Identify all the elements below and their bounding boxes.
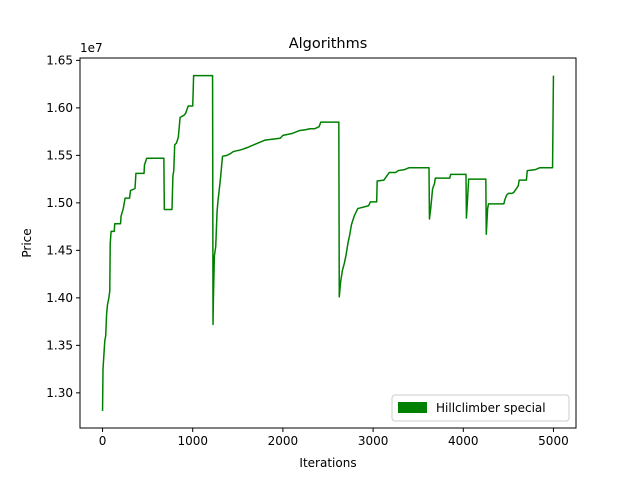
- plot-area: [79, 57, 577, 429]
- x-tick-label: 3000: [358, 434, 389, 448]
- series-line: [101, 74, 555, 411]
- y-tick-label: 1.50: [46, 196, 73, 210]
- chart-title: Algorithms: [289, 36, 368, 52]
- legend: Hillclimber special: [391, 394, 570, 422]
- y-tick-label: 1.45: [46, 243, 73, 257]
- series-layer: [101, 74, 555, 411]
- x-axis: 0 1000 2000 3000 4000 5000: [99, 428, 569, 448]
- y-tick-label: 1.40: [46, 291, 73, 305]
- x-tick-label: 4000: [448, 434, 479, 448]
- x-tick-label: 0: [99, 434, 107, 448]
- legend-box: [391, 394, 570, 422]
- y-axis-label: Price: [20, 228, 34, 257]
- y-tick-label: 1.60: [46, 101, 73, 115]
- x-axis-label: Iterations: [299, 456, 356, 470]
- x-tick-label: 2000: [268, 434, 299, 448]
- legend-swatch: [398, 402, 427, 413]
- y-axis: 1.30 1.35 1.40 1.45 1.50 1.55 1.60 1.65: [46, 53, 80, 400]
- y-tick-label: 1.30: [46, 386, 73, 400]
- y-tick-label: 1.35: [46, 338, 73, 352]
- legend-label: Hillclimber special: [436, 401, 546, 415]
- x-tick-label: 1000: [177, 434, 208, 448]
- axes-frame: [79, 57, 577, 429]
- x-tick-label: 5000: [538, 434, 569, 448]
- y-offset-label: 1e7: [80, 41, 103, 55]
- y-tick-label: 1.65: [46, 53, 73, 67]
- y-tick-label: 1.55: [46, 148, 73, 162]
